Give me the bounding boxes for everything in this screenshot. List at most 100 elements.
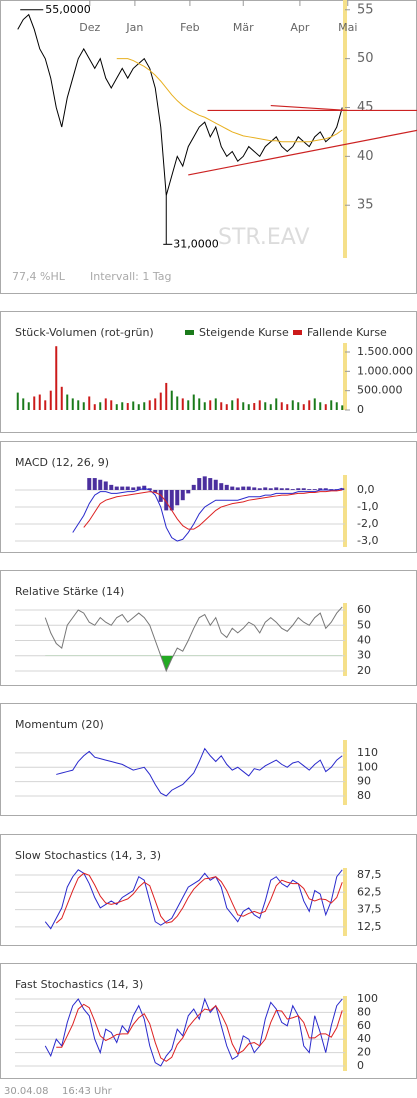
bar <box>258 400 261 410</box>
bar <box>253 403 256 410</box>
y-tick-label: 80 <box>357 1005 371 1018</box>
trend-line <box>270 104 348 112</box>
bar <box>82 402 85 410</box>
y-tick-label: 60 <box>357 1019 371 1032</box>
footer-time: 16:43 Uhr <box>62 1086 113 1097</box>
y-tick-label: 40 <box>357 149 374 164</box>
y-tick-label: 45 <box>357 100 374 115</box>
y-tick-label: 55 <box>357 2 374 17</box>
bar <box>191 484 196 490</box>
bar <box>187 400 190 410</box>
legend-label: Fallende Kurse <box>307 326 387 339</box>
x-tick-label: Apr <box>290 21 310 34</box>
bar <box>236 398 239 410</box>
bar <box>143 402 146 410</box>
bar <box>176 396 179 410</box>
series-line <box>56 1003 343 1062</box>
y-tick-label: 100 <box>357 760 378 773</box>
bar <box>225 404 228 410</box>
x-tick-label: Mai <box>338 21 357 34</box>
bar <box>324 404 327 410</box>
bar <box>214 398 217 410</box>
y-tick-label: 0 <box>357 1059 364 1072</box>
y-tick-label: 40 <box>357 633 371 646</box>
bar <box>291 400 294 410</box>
x-tick-label: Dez <box>79 21 100 34</box>
y-tick-label: 87,5 <box>357 868 382 881</box>
y-tick-label: 80 <box>357 789 371 802</box>
bar <box>213 479 218 490</box>
bar <box>66 394 69 410</box>
current-day-marker <box>343 0 347 258</box>
bar <box>109 484 114 490</box>
bar <box>275 398 278 410</box>
bar <box>202 476 207 490</box>
bar <box>158 489 163 502</box>
bar <box>98 479 103 490</box>
series-line <box>55 872 343 924</box>
bar <box>148 400 151 410</box>
bar <box>246 486 251 490</box>
bar <box>341 405 344 410</box>
bar <box>77 400 80 410</box>
bar <box>297 402 300 410</box>
bar <box>286 404 289 410</box>
series-line <box>17 13 343 196</box>
bar <box>16 392 19 410</box>
bar <box>169 489 174 511</box>
bar <box>125 486 130 490</box>
bar <box>340 488 345 490</box>
legend-swatch <box>293 330 302 335</box>
bar <box>93 404 96 410</box>
ticker-watermark: STR.EAV <box>218 225 310 250</box>
bar <box>103 481 108 490</box>
series-line <box>44 997 343 1067</box>
y-tick-label: 1.000.000 <box>357 364 413 377</box>
bar <box>22 398 25 410</box>
bar <box>136 486 141 490</box>
bar <box>131 487 136 490</box>
bar <box>120 486 125 490</box>
current-day-marker <box>343 343 347 410</box>
bar <box>290 489 295 490</box>
series-line <box>83 489 343 530</box>
bar <box>269 404 272 410</box>
y-tick-label: -3,0 <box>357 534 378 547</box>
y-tick-label: 35 <box>357 198 374 213</box>
bar <box>274 487 279 490</box>
y-tick-label: 62,5 <box>357 885 382 898</box>
bar <box>302 404 305 410</box>
y-tick-label: 500.000 <box>357 384 403 397</box>
bar <box>307 489 312 490</box>
series-line <box>44 606 343 673</box>
current-day-marker <box>343 868 347 936</box>
bar <box>170 390 173 410</box>
bar <box>198 398 201 410</box>
bar <box>88 396 91 410</box>
bar <box>208 478 213 490</box>
bar <box>219 483 224 490</box>
bar <box>279 488 284 490</box>
bar <box>296 488 301 490</box>
bar <box>104 398 107 410</box>
bar <box>220 402 223 410</box>
bar <box>49 390 52 410</box>
bar <box>203 402 206 410</box>
bar <box>154 398 157 410</box>
y-tick-label: 12,5 <box>357 920 382 933</box>
bar <box>137 404 140 410</box>
bar <box>257 488 262 490</box>
bar <box>99 402 102 410</box>
y-tick-label: 37,5 <box>357 903 382 916</box>
bar <box>180 489 185 501</box>
y-tick-label: -2,0 <box>357 517 378 530</box>
y-tick-label: 100 <box>357 992 378 1005</box>
y-tick-label: 40 <box>357 1032 371 1045</box>
legend-label: Steigende Kurse <box>199 326 289 339</box>
high-label: 55,0000 <box>45 3 91 16</box>
panel-title: Slow Stochastics (14, 3, 3) <box>15 849 161 862</box>
bar <box>252 487 257 490</box>
y-tick-label: 110 <box>357 746 378 759</box>
y-tick-label: 30 <box>357 649 371 662</box>
y-tick-label: 20 <box>357 664 371 677</box>
